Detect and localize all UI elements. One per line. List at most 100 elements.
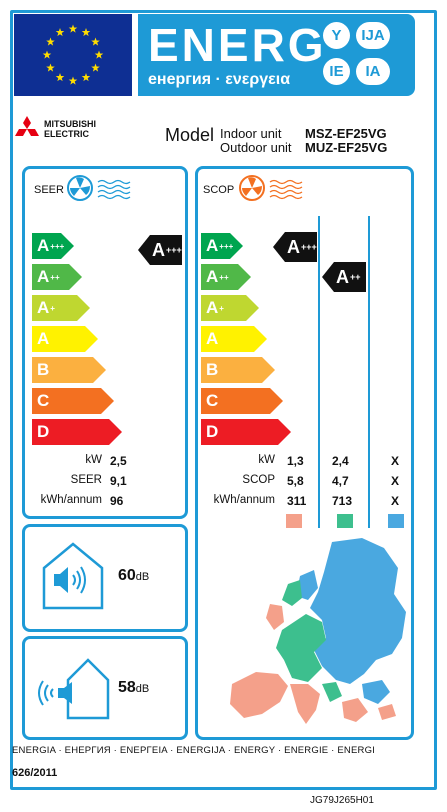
scop-scop-value-2: 4,7 [332, 474, 349, 488]
indoor-speaker-house-icon [40, 540, 106, 617]
seer-title: SEER [34, 184, 64, 196]
mitsubishi-diamonds-icon [12, 116, 42, 147]
scop-divider-1 [318, 216, 320, 528]
seer-kw-value: 2,5 [110, 454, 127, 468]
eu-star [94, 50, 104, 59]
climate-zone-region [290, 684, 320, 724]
seer-kwh-label: kWh/annum [40, 494, 102, 506]
climate-zone-region [266, 604, 284, 630]
climate-zone-region [378, 704, 396, 720]
seer-scale-letter: A [37, 329, 50, 348]
scop-scale-arrow: A ++ [201, 264, 251, 290]
seer-scale-sup: ++ [50, 272, 60, 282]
scop-scale-arrow: A [201, 326, 267, 352]
outdoor-unit-label: Outdoor unit [220, 140, 292, 155]
seer-scale-letter: B [37, 360, 50, 379]
seer-scale-letter: A [37, 267, 50, 286]
unit-models: MSZ-EF25VG MUZ-EF25VG [305, 127, 387, 155]
seer-scale-arrow: C [32, 388, 114, 414]
climate-zone-region [342, 698, 368, 722]
europe-climate-map [222, 534, 412, 731]
zone-swatch-average [337, 514, 353, 528]
scop-rating-sup-average: +++ [301, 242, 317, 252]
eu-flag [14, 14, 132, 96]
scop-title: SCOP [203, 184, 235, 196]
scop-kw-label: kW [258, 454, 275, 466]
energy-banner: ENERG енергия · ενεργεια Y IJA IE IA [138, 14, 415, 96]
regulation-number: 626/2011 [12, 767, 58, 779]
scop-scale-letter: A [206, 329, 219, 348]
scop-scop-value-3: X [391, 474, 400, 488]
scop-scale-arrow: C [201, 388, 283, 414]
scop-kwh-value-1: 311 [287, 494, 307, 508]
eu-star [55, 27, 65, 37]
eu-star [68, 24, 78, 33]
indoor-noise-panel [22, 524, 188, 632]
climate-zone-region [310, 538, 406, 684]
eu-star [91, 63, 100, 72]
climate-zone-region [282, 580, 302, 606]
brand-line2: ELECTRIC [44, 129, 89, 139]
outdoor-noise-value: 58dB [118, 679, 149, 697]
seer-seer-label: SEER [70, 474, 102, 486]
scop-kw-value-1: 1,3 [287, 454, 304, 468]
scop-scale-letter: C [206, 391, 219, 410]
scop-scale-arrow: A + [201, 295, 259, 321]
indoor-noise-unit: dB [135, 571, 150, 583]
eu-stars-icon [42, 24, 104, 85]
indoor-noise-number: 60 [118, 567, 136, 584]
scop-kwh-label: kWh/annum [213, 494, 275, 506]
unit-labels: Indoor unit Outdoor unit [220, 127, 292, 155]
scop-rating-letter-colder: A [336, 266, 349, 287]
scop-rating-badge-colder: A ++ [322, 262, 366, 292]
label-code: JG79J265H01 [310, 795, 374, 806]
scop-scop-value-1: 5,8 [287, 474, 304, 488]
seer-kw-label: kW [85, 454, 102, 466]
scop-scale-letter: B [206, 360, 219, 379]
seer-scale-sup: + [50, 303, 55, 313]
eu-star [42, 50, 52, 59]
scop-scale-letter: A [206, 236, 219, 255]
footer-languages: ENERGIA · ЕНЕРГИЯ · ΕΝΕΡΓΕΙΑ · ENERGIJA … [12, 745, 375, 756]
eu-star [55, 73, 65, 82]
lang-bubble-ie: IE [323, 58, 350, 85]
climate-zone-region [276, 614, 326, 682]
indoor-model: MSZ-EF25VG [305, 126, 387, 141]
climate-zone-region [322, 682, 342, 702]
outdoor-speaker-house-icon [32, 654, 112, 727]
seer-scale-arrow: D [32, 419, 122, 445]
seer-kwh-value: 96 [110, 494, 124, 508]
eu-star [81, 27, 91, 37]
scop-kwh-value-3: X [391, 494, 400, 508]
indoor-unit-label: Indoor unit [220, 126, 282, 141]
climate-zone-region [296, 570, 318, 600]
energy-title: ENERG [148, 19, 327, 71]
seer-rating-sup: +++ [166, 245, 182, 255]
seer-scale-sup: +++ [50, 241, 65, 251]
eu-star [46, 63, 55, 72]
scop-scale-arrow: D [201, 419, 291, 445]
brand-name: MITSUBISHI ELECTRIC [44, 119, 96, 139]
scop-scale-letter: A [206, 298, 219, 317]
scop-rating-letter-average: A [287, 236, 300, 257]
scop-rating-sup-colder: ++ [350, 272, 361, 282]
seer-scale-letter: A [37, 236, 50, 255]
scop-kw-value-2: 2,4 [332, 454, 349, 468]
scop-divider-2 [368, 216, 370, 528]
seer-scale-arrow: A + [32, 295, 90, 321]
zone-swatch-warmer [286, 514, 302, 528]
scop-scale-sup: + [219, 303, 224, 313]
outdoor-noise-unit: dB [135, 683, 150, 695]
zone-swatch-colder [388, 514, 404, 528]
cooling-fan-icon [66, 174, 138, 207]
eu-star [46, 37, 55, 46]
eu-star [91, 37, 100, 46]
seer-scale-arrow: B [32, 357, 106, 383]
scop-scale-arrow: B [201, 357, 275, 383]
outdoor-model: MUZ-EF25VG [305, 140, 388, 155]
seer-seer-value: 9,1 [110, 474, 127, 488]
seer-rating-letter: A [152, 239, 165, 260]
eu-star [81, 73, 91, 82]
climate-zone-region [230, 672, 288, 718]
seer-scale-letter: C [37, 391, 50, 410]
